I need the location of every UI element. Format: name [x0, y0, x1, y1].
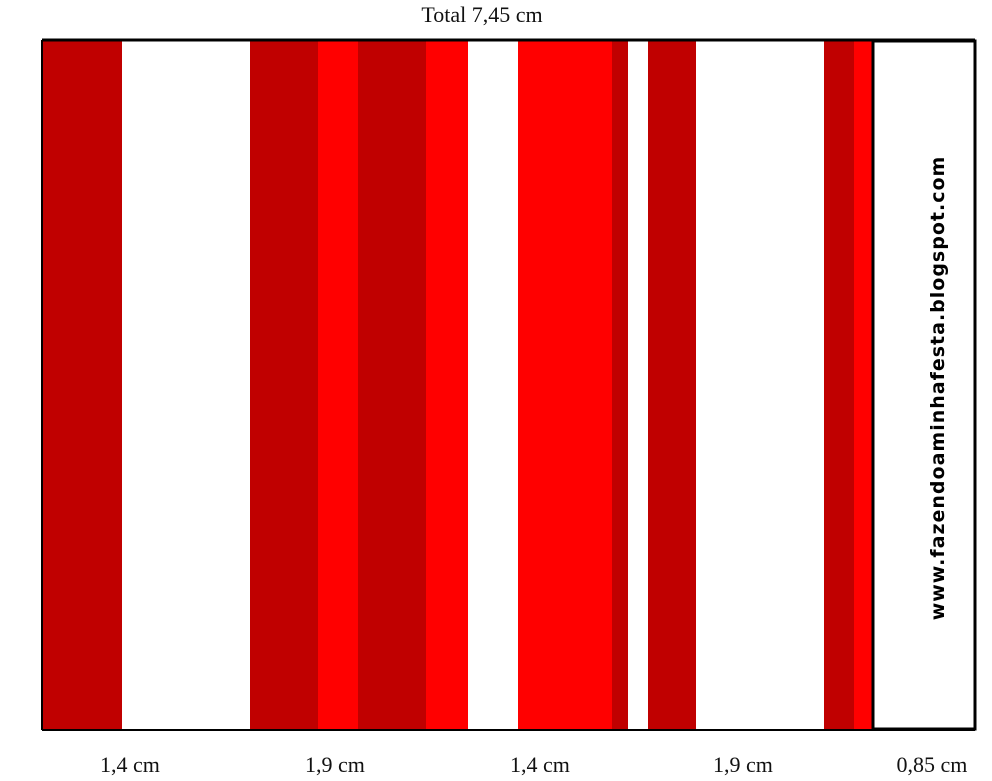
measurement: 1,9 cm	[305, 752, 365, 777]
measurement: 1,9 cm	[713, 752, 773, 777]
measurement: 0,85 cm	[897, 752, 968, 777]
stripe	[518, 40, 612, 730]
stripe	[854, 40, 872, 730]
measurement: 1,4 cm	[100, 752, 160, 777]
stripes	[42, 40, 872, 730]
stripe	[426, 40, 468, 730]
stripe	[318, 40, 358, 730]
stripe	[250, 40, 318, 730]
measurement: 1,4 cm	[510, 752, 570, 777]
stripe	[648, 40, 696, 730]
stripe	[358, 40, 426, 730]
title: Total 7,45 cm	[421, 2, 542, 27]
side-box	[871, 39, 977, 731]
stripe	[612, 40, 628, 730]
side-text: www.fazendoaminhafesta.blogspot.com	[927, 156, 949, 621]
stripe	[824, 40, 854, 730]
stripe	[42, 40, 122, 730]
